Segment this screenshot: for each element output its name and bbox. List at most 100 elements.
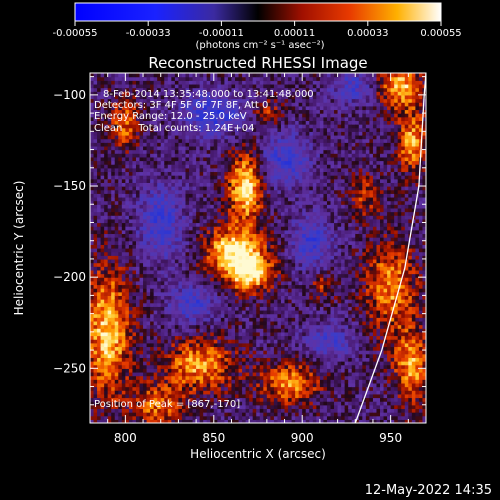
heatmap-cell bbox=[164, 120, 169, 125]
heatmap-cell bbox=[199, 240, 204, 245]
heatmap-cell bbox=[100, 226, 105, 231]
heatmap-cell bbox=[227, 397, 233, 402]
heatmap-cell bbox=[224, 364, 229, 369]
heatmap-cell bbox=[210, 142, 215, 147]
heatmap-cell bbox=[125, 346, 130, 351]
heatmap-cell bbox=[171, 357, 176, 362]
heatmap-cell bbox=[224, 164, 229, 169]
heatmap-cell bbox=[206, 196, 211, 202]
heatmap-cell bbox=[128, 215, 134, 220]
heatmap-cell bbox=[107, 153, 112, 158]
heatmap-cell bbox=[104, 401, 109, 406]
heatmap-cell bbox=[245, 124, 250, 129]
heatmap-cell bbox=[167, 335, 172, 340]
heatmap-cell bbox=[167, 306, 172, 311]
heatmap-cell bbox=[171, 251, 176, 256]
heatmap-cell bbox=[192, 317, 197, 322]
heatmap-cell bbox=[114, 204, 119, 209]
heatmap-cell bbox=[132, 320, 137, 326]
heatmap-cell bbox=[128, 240, 134, 245]
heatmap-cell bbox=[107, 142, 112, 147]
heatmap-cell bbox=[90, 171, 95, 176]
heatmap-cell bbox=[245, 76, 250, 81]
heatmap-cell bbox=[128, 218, 134, 224]
heatmap-cell bbox=[125, 91, 130, 96]
heatmap-cell bbox=[139, 364, 144, 369]
heatmap-cell bbox=[132, 364, 137, 369]
heatmap-cell bbox=[217, 153, 222, 158]
heatmap-cell bbox=[107, 87, 112, 92]
heatmap-cell bbox=[196, 309, 201, 315]
heatmap-cell bbox=[270, 207, 275, 213]
heatmap-cell bbox=[160, 346, 165, 351]
heatmap-cell bbox=[164, 353, 169, 358]
heatmap-cell bbox=[199, 375, 204, 380]
heatmap-cell bbox=[157, 393, 162, 399]
heatmap-cell bbox=[146, 156, 151, 162]
heatmap-cell bbox=[97, 251, 102, 256]
heatmap-cell bbox=[121, 299, 126, 304]
heatmap-cell bbox=[220, 120, 225, 125]
heatmap-cell bbox=[118, 397, 123, 402]
heatmap-cell bbox=[206, 309, 211, 315]
heatmap-cell bbox=[199, 390, 204, 395]
heatmap-cell bbox=[263, 375, 268, 380]
heatmap-cell bbox=[220, 222, 225, 227]
heatmap-cell bbox=[238, 404, 243, 410]
heatmap-cell bbox=[220, 164, 225, 169]
heatmap-cell bbox=[266, 266, 271, 271]
heatmap-cell bbox=[252, 160, 257, 165]
heatmap-cell bbox=[217, 80, 222, 85]
heatmap-cell bbox=[125, 397, 130, 402]
heatmap-cell bbox=[93, 145, 98, 151]
heatmap-cell bbox=[220, 386, 225, 391]
heatmap-cell bbox=[111, 91, 116, 96]
heatmap-cell bbox=[97, 408, 102, 413]
heatmap-cell bbox=[185, 164, 190, 169]
heatmap-cell bbox=[249, 255, 254, 260]
heatmap-cell bbox=[121, 401, 126, 406]
heatmap-cell bbox=[252, 196, 257, 202]
heatmap-cell bbox=[128, 138, 134, 143]
heatmap-cell bbox=[252, 116, 257, 121]
heatmap-cell bbox=[146, 339, 151, 344]
heatmap-cell bbox=[245, 415, 250, 420]
heatmap-cell bbox=[196, 113, 201, 118]
heatmap-cell bbox=[263, 379, 268, 384]
heatmap-cell bbox=[139, 371, 144, 377]
heatmap-cell bbox=[93, 412, 98, 417]
heatmap-cell bbox=[220, 361, 225, 366]
heatmap-cell bbox=[189, 401, 194, 406]
heatmap-cell bbox=[164, 73, 169, 78]
heatmap-cell bbox=[196, 134, 201, 140]
heatmap-cell bbox=[245, 145, 250, 151]
heatmap-cell bbox=[118, 299, 123, 304]
heatmap-cell bbox=[245, 204, 250, 209]
heatmap-cell bbox=[245, 306, 250, 311]
heatmap-cell bbox=[174, 364, 180, 369]
heatmap-cell bbox=[121, 328, 126, 333]
heatmap-cell bbox=[135, 113, 141, 118]
heatmap-cell bbox=[252, 364, 257, 369]
heatmap-cell bbox=[266, 189, 271, 194]
heatmap-cell bbox=[266, 401, 271, 406]
heatmap-cell bbox=[213, 167, 218, 173]
heatmap-cell bbox=[185, 317, 190, 322]
heatmap-cell bbox=[171, 124, 176, 129]
heatmap-cell bbox=[143, 288, 148, 293]
heatmap-cell bbox=[189, 156, 194, 162]
heatmap-cell bbox=[90, 196, 95, 202]
heatmap-cell bbox=[132, 211, 137, 216]
heatmap-cell bbox=[249, 189, 254, 194]
heatmap-cell bbox=[245, 251, 250, 256]
heatmap-cell bbox=[181, 258, 187, 264]
heatmap-cell bbox=[135, 120, 141, 125]
heatmap-cell bbox=[266, 269, 271, 275]
heatmap-cell bbox=[111, 364, 116, 369]
heatmap-cell bbox=[189, 357, 194, 362]
heatmap-cell bbox=[213, 120, 218, 125]
heatmap-cell bbox=[107, 306, 112, 311]
heatmap-cell bbox=[143, 313, 148, 318]
heatmap-cell bbox=[199, 313, 204, 318]
heatmap-cell bbox=[125, 145, 130, 151]
